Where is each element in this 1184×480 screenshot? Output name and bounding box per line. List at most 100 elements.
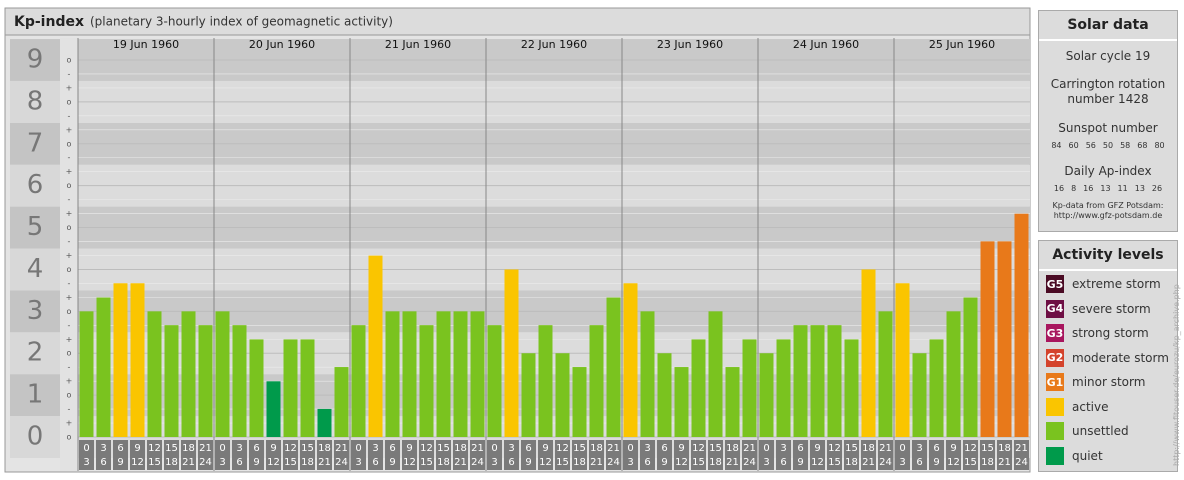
legend-label: moderate storm <box>1072 350 1169 365</box>
x-tick-label: 9 <box>406 443 412 454</box>
y-label-band <box>10 416 60 458</box>
x-tick-label: 6 <box>661 443 667 454</box>
bar <box>317 408 332 437</box>
x-tick-label: 9 <box>117 457 123 468</box>
x-tick-label: 21 <box>726 457 739 468</box>
minor-tick-label: + <box>66 209 73 218</box>
bar <box>742 339 757 437</box>
bar <box>691 339 706 437</box>
bar <box>504 269 519 437</box>
bar <box>334 367 349 437</box>
legend-swatch <box>1046 397 1064 416</box>
x-tick-label: 6 <box>797 443 803 454</box>
x-label-box <box>504 440 519 470</box>
day-label: 20 Jun 1960 <box>249 38 315 51</box>
legend-label: severe storm <box>1072 301 1151 316</box>
y-tick-label: 8 <box>27 86 44 116</box>
x-tick-label: 6 <box>916 457 922 468</box>
minor-tick-label: - <box>68 69 71 78</box>
x-label-box <box>215 440 230 470</box>
bar <box>572 367 587 437</box>
chart-subtitle: (planetary 3-hourly index of geomagnetic… <box>90 15 393 29</box>
x-label-box <box>844 440 859 470</box>
bar <box>300 339 315 437</box>
x-tick-label: 12 <box>131 457 144 468</box>
x-tick-label: 12 <box>811 457 824 468</box>
minor-tick-label: + <box>66 125 73 134</box>
bar <box>708 311 723 437</box>
solar-data-panel: Solar data Solar cycle 19 Carrington rotat… <box>1038 10 1178 232</box>
x-tick-label: 15 <box>420 457 433 468</box>
x-tick-label: 15 <box>556 457 569 468</box>
x-tick-label: 6 <box>644 457 650 468</box>
bar <box>810 325 825 437</box>
legend-item: G3 strong storm <box>1046 324 1149 342</box>
x-tick-label: 9 <box>950 443 956 454</box>
bar <box>249 339 264 437</box>
bar <box>96 297 111 437</box>
x-tick-label: 3 <box>644 443 650 454</box>
x-label-box <box>572 440 587 470</box>
source: Kp-data from GFZ Potsdam: http://www.gfz-… <box>1039 201 1177 221</box>
minor-tick-label: - <box>68 363 71 372</box>
x-label-box <box>759 440 774 470</box>
x-tick-label: 12 <box>539 457 552 468</box>
x-tick-label: 9 <box>134 443 140 454</box>
bar <box>555 353 570 437</box>
y-label-band <box>10 332 60 375</box>
legend-label: minor storm <box>1072 375 1146 389</box>
x-tick-label: 24 <box>335 457 348 468</box>
x-tick-label: 15 <box>148 457 161 468</box>
bar <box>589 325 604 437</box>
x-tick-label: 12 <box>828 443 841 454</box>
x-label-box <box>538 440 553 470</box>
x-tick-label: 3 <box>899 457 905 468</box>
sunspot-title: Sunspot number <box>1058 121 1158 135</box>
x-tick-label: 24 <box>199 457 212 468</box>
x-tick-label: 6 <box>117 443 123 454</box>
x-tick-label: 15 <box>709 443 722 454</box>
x-tick-label: 15 <box>437 443 450 454</box>
bar <box>402 311 417 437</box>
x-label-box <box>980 440 995 470</box>
x-tick-label: 0 <box>219 443 225 454</box>
legend-item: G5 extreme storm <box>1046 275 1161 293</box>
x-tick-label: 18 <box>845 457 858 468</box>
x-tick-label: 18 <box>981 457 994 468</box>
y-tick-label: 7 <box>27 128 44 158</box>
x-tick-label: 21 <box>743 443 756 454</box>
legend-swatch: G1 <box>1046 373 1064 391</box>
bar <box>487 325 502 437</box>
x-label-box <box>436 440 451 470</box>
legend-swatch: G5 <box>1046 275 1064 293</box>
y-tick-label: 2 <box>27 338 44 368</box>
minor-tick-label: o <box>67 433 72 442</box>
x-tick-label: 3 <box>219 457 225 468</box>
x-label-box <box>164 440 179 470</box>
legend-swatch: G3 <box>1046 324 1064 342</box>
sunspot-value: 84 <box>1051 141 1062 150</box>
bar <box>368 255 383 437</box>
x-tick-label: 3 <box>372 443 378 454</box>
x-tick-label: 9 <box>814 443 820 454</box>
x-tick-label: 6 <box>372 457 378 468</box>
minor-tick-label: - <box>68 153 71 162</box>
x-tick-label: 24 <box>1015 457 1028 468</box>
y-tick-label: 3 <box>27 296 44 326</box>
x-tick-label: 21 <box>318 457 331 468</box>
watermark: http://www.fitouser.de/eurozu/kp_archive… <box>1172 284 1181 466</box>
ap-values: 16 8 16 13 11 13 26 <box>1039 184 1177 193</box>
y-tick-label: 0 <box>27 422 44 452</box>
x-label-box <box>776 440 791 470</box>
x-tick-label: 21 <box>879 443 892 454</box>
minor-tick-label: + <box>66 335 73 344</box>
solar-cycle: Solar cycle 19 <box>1065 49 1151 63</box>
x-tick-label: 18 <box>165 457 178 468</box>
bar <box>79 311 94 437</box>
minor-tick-label: + <box>66 167 73 176</box>
day-label: 23 Jun 1960 <box>657 38 723 51</box>
x-tick-label: 21 <box>335 443 348 454</box>
bar <box>997 241 1012 437</box>
x-tick-label: 0 <box>899 443 905 454</box>
minor-tick-label: + <box>66 419 73 428</box>
